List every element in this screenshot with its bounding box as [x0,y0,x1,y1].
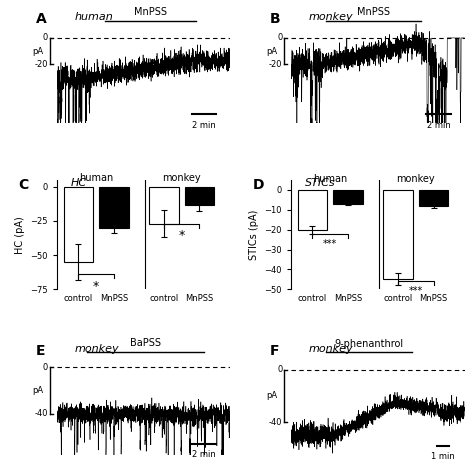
Text: pA: pA [266,46,277,55]
Text: -20: -20 [35,60,48,69]
Text: monkey: monkey [162,173,201,183]
Text: human: human [313,174,347,184]
Text: monkey: monkey [74,344,119,354]
Bar [64,187,93,262]
Text: 0: 0 [277,365,283,374]
Text: pA: pA [32,386,43,395]
Text: 0: 0 [43,33,48,42]
Text: monkey: monkey [309,344,353,354]
Text: STICs: STICs [305,178,336,188]
Text: MnPSS: MnPSS [134,7,167,17]
Text: -40: -40 [35,410,48,419]
Text: *: * [93,280,99,292]
Bar [298,190,327,230]
Text: -40: -40 [269,418,283,427]
Bar [149,187,179,224]
Text: C: C [18,178,29,192]
Bar [383,190,413,279]
Text: human: human [74,12,113,22]
Text: 2 min: 2 min [192,121,216,130]
Text: 2 min: 2 min [427,121,450,130]
Text: HC: HC [71,178,87,188]
Text: B: B [270,12,281,26]
Text: human: human [79,173,113,183]
Bar [333,190,363,204]
Text: pA: pA [266,392,277,401]
Text: 1 min: 1 min [431,452,455,461]
Text: ***: *** [323,238,337,248]
Text: ***: *** [409,286,423,296]
Text: F: F [270,344,280,358]
Text: E: E [36,344,46,358]
Text: A: A [36,12,47,26]
Bar [99,187,128,228]
Text: 9-phenanthrol: 9-phenanthrol [335,338,404,348]
Text: 0: 0 [277,33,283,42]
Bar [185,187,214,205]
Bar [419,190,448,206]
Text: D: D [253,178,264,192]
Text: pA: pA [32,46,43,55]
Text: monkey: monkey [396,174,435,184]
Text: MnPSS: MnPSS [357,7,390,17]
Text: -20: -20 [269,60,283,69]
Text: 0: 0 [43,363,48,372]
Text: *: * [179,229,185,242]
Y-axis label: STICs (pA): STICs (pA) [249,210,259,260]
Text: BaPSS: BaPSS [130,338,161,348]
Text: 2 min: 2 min [192,450,216,459]
Text: monkey: monkey [309,12,353,22]
Y-axis label: HC (pA): HC (pA) [15,216,25,254]
